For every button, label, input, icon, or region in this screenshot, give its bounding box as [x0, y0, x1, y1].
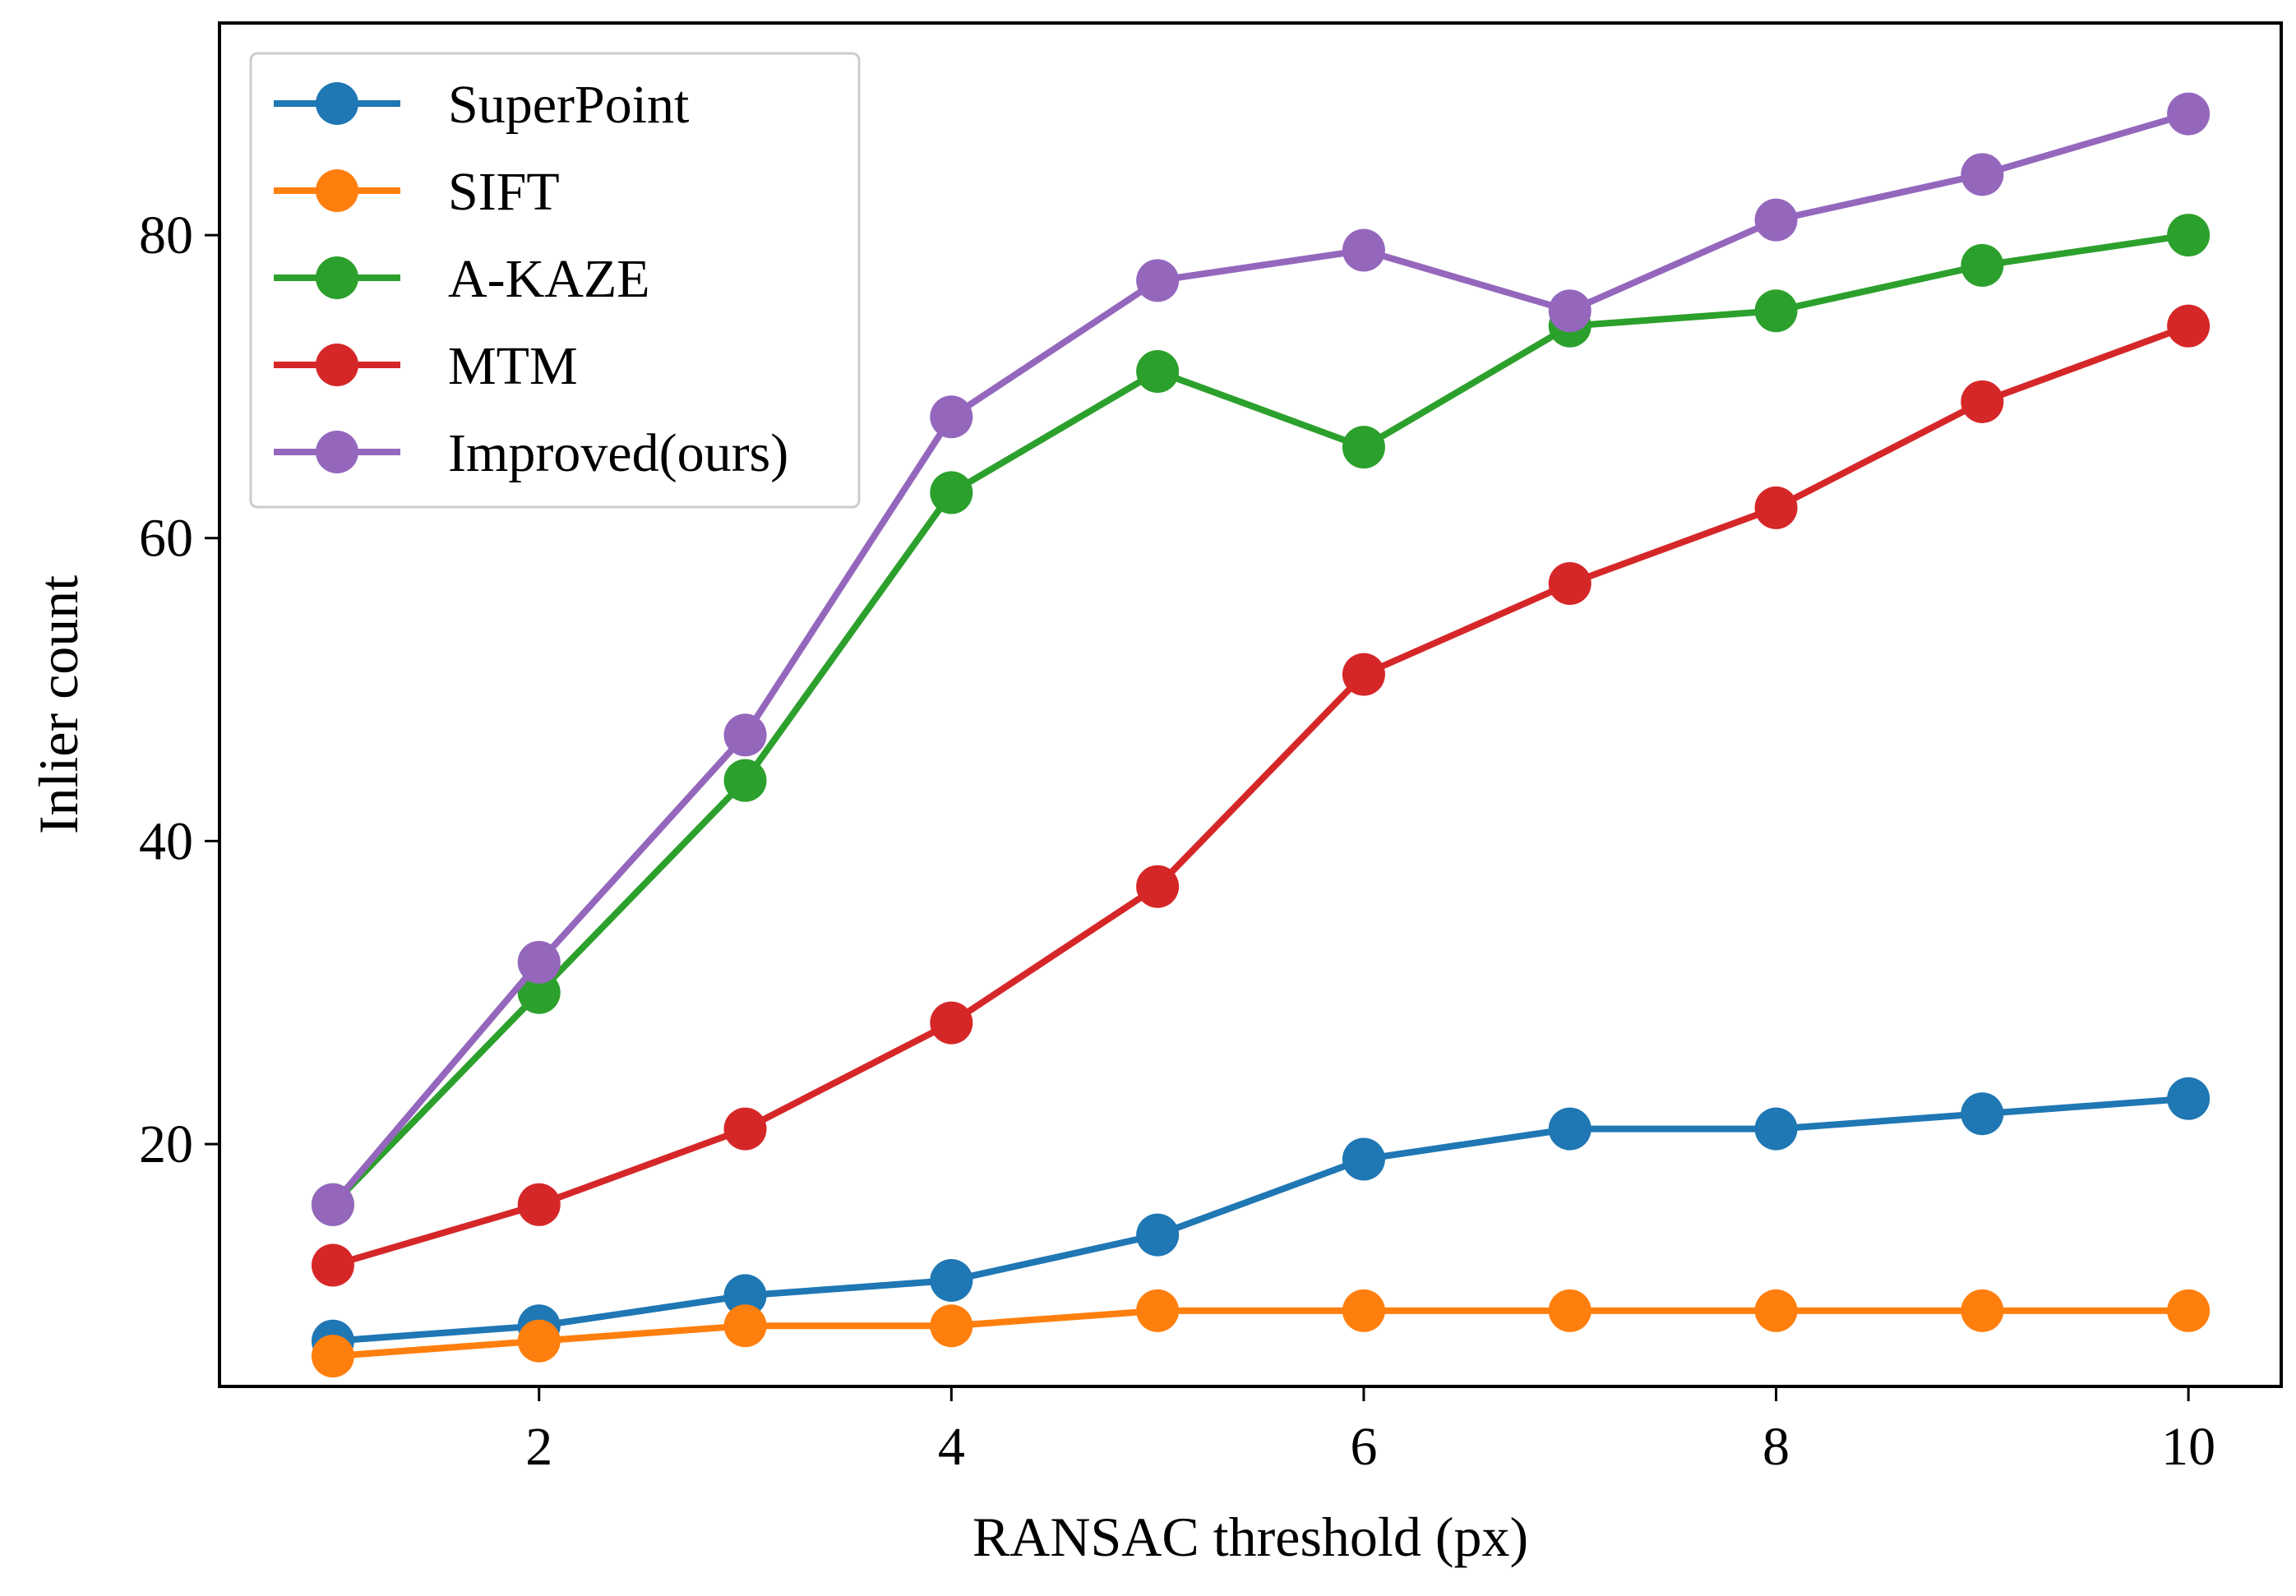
data-point-a-kaze [1342, 426, 1385, 469]
data-point-improved-ours [1136, 259, 1180, 302]
legend-marker [316, 256, 358, 299]
legend-item-sift: SIFT [274, 162, 560, 222]
legend-label: MTM [448, 336, 578, 396]
data-point-mtm [1342, 653, 1385, 696]
data-point-a-kaze [1961, 243, 2004, 287]
x-tick-label: 6 [1350, 1417, 1377, 1477]
series-improved-ours [311, 92, 2211, 1226]
legend-item-mtm: MTM [274, 336, 578, 396]
legend-label: SIFT [448, 162, 560, 222]
data-point-superpoint [1548, 1107, 1591, 1151]
data-point-superpoint [1136, 1213, 1180, 1257]
y-tick-label: 80 [139, 205, 193, 265]
data-point-improved-ours [2167, 92, 2211, 136]
data-point-superpoint [1961, 1092, 2004, 1136]
legend-label: SuperPoint [448, 75, 689, 135]
legend-label: Improved(ours) [448, 423, 788, 483]
data-point-a-kaze [1136, 349, 1180, 393]
data-point-sift [1754, 1289, 1798, 1332]
series-line-superpoint [329, 1095, 2192, 1345]
legend-marker [316, 169, 358, 212]
y-tick-label: 60 [139, 509, 193, 569]
data-point-superpoint [930, 1258, 973, 1302]
data-point-sift [517, 1319, 561, 1363]
data-point-superpoint [1342, 1137, 1385, 1181]
series-layer [311, 92, 2211, 1378]
data-point-sift [311, 1335, 354, 1378]
data-point-improved-ours [1754, 198, 1798, 242]
x-tick-label: 4 [938, 1417, 965, 1477]
series-line-a-kaze [329, 232, 2192, 1208]
data-point-mtm [723, 1107, 767, 1151]
legend-marker [316, 82, 358, 125]
data-point-sift [1961, 1289, 2004, 1332]
legend-item-superpoint: SuperPoint [274, 75, 689, 135]
data-point-mtm [1548, 562, 1591, 606]
data-point-improved-ours [311, 1183, 354, 1226]
data-point-sift [1136, 1289, 1180, 1332]
data-point-improved-ours [1961, 153, 2004, 196]
legend-box [249, 52, 861, 509]
data-point-improved-ours [517, 940, 561, 984]
legend-label: A-KAZE [448, 249, 650, 309]
x-tick-label: 2 [525, 1417, 552, 1477]
data-point-superpoint [723, 1274, 767, 1317]
data-point-mtm [1754, 486, 1798, 529]
data-point-improved-ours [1548, 289, 1591, 333]
data-point-mtm [1136, 865, 1180, 908]
series-mtm [311, 304, 2211, 1287]
legend-item-improved-ours: Improved(ours) [274, 423, 788, 483]
x-tick-label: 8 [1762, 1417, 1790, 1477]
data-point-mtm [311, 1243, 354, 1287]
data-point-a-kaze [723, 759, 767, 802]
data-point-a-kaze [517, 971, 561, 1014]
series-line-sift [329, 1307, 2192, 1360]
series-sift [311, 1289, 2211, 1378]
series-superpoint [311, 1077, 2211, 1363]
data-point-sift [2167, 1289, 2211, 1332]
legend: SuperPoint SIFT A-KAZE MTM Improved(ours) [249, 52, 861, 509]
y-tick-label: 20 [139, 1114, 193, 1174]
data-point-a-kaze [930, 471, 973, 514]
data-point-mtm [2167, 304, 2211, 348]
data-point-mtm [930, 1001, 973, 1045]
data-point-a-kaze [1754, 289, 1798, 333]
legend-marker [316, 431, 358, 473]
data-point-mtm [1961, 380, 2004, 423]
data-point-a-kaze [2167, 214, 2211, 257]
data-point-improved-ours [930, 395, 973, 439]
data-point-sift [1548, 1289, 1591, 1332]
legend-marker [316, 344, 358, 386]
data-point-mtm [517, 1183, 561, 1226]
y-axis-label: Inlier count [27, 575, 90, 834]
series-line-mtm [329, 322, 2192, 1269]
data-point-sift [1342, 1289, 1385, 1332]
data-point-superpoint [1754, 1107, 1798, 1151]
data-point-improved-ours [723, 713, 767, 757]
series-line-improved-ours [329, 110, 2192, 1208]
axis-ticks: 2 4 6 8 10 20 40 60 80 [139, 205, 2215, 1477]
plot-frame [218, 21, 2283, 1388]
data-point-superpoint [2167, 1077, 2211, 1120]
y-tick-label: 40 [139, 811, 193, 871]
x-axis-label: RANSAC threshold (px) [972, 1506, 1528, 1568]
x-tick-label: 10 [2161, 1417, 2215, 1477]
legend-item-a-kaze: A-KAZE [274, 249, 650, 309]
data-point-sift [723, 1304, 767, 1348]
data-point-improved-ours [1342, 228, 1385, 272]
data-point-sift [930, 1304, 973, 1348]
